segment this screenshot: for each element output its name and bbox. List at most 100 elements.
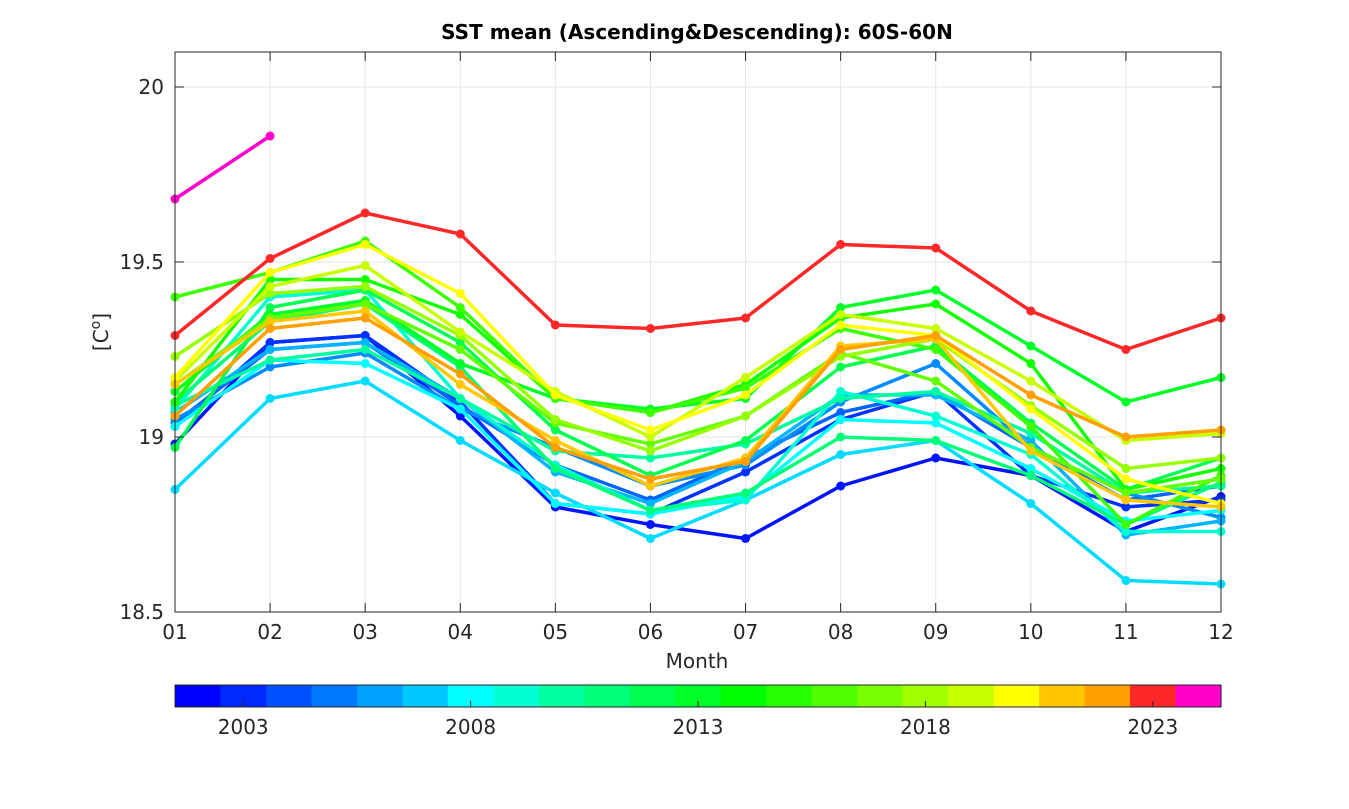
data-point bbox=[1026, 464, 1036, 473]
x-tick-label: 04 bbox=[448, 620, 473, 644]
colorbar-segment bbox=[1175, 685, 1222, 707]
colorbar-segment bbox=[720, 685, 767, 707]
colorbar-segment bbox=[538, 685, 585, 707]
data-point bbox=[265, 355, 275, 365]
x-tick-label: 03 bbox=[352, 620, 377, 644]
data-point bbox=[1026, 390, 1036, 400]
data-point bbox=[645, 453, 655, 463]
data-point bbox=[741, 411, 751, 421]
colorbar-segment bbox=[493, 685, 540, 707]
series-line bbox=[170, 131, 275, 204]
data-point bbox=[931, 331, 941, 340]
data-point bbox=[1121, 345, 1131, 354]
data-point bbox=[550, 425, 560, 435]
data-point bbox=[645, 439, 655, 449]
data-point bbox=[836, 320, 846, 330]
series-line bbox=[170, 240, 1226, 508]
data-point bbox=[1026, 499, 1036, 508]
data-point bbox=[265, 268, 275, 277]
data-point bbox=[455, 436, 465, 445]
data-point bbox=[741, 534, 751, 543]
data-point bbox=[1121, 488, 1131, 498]
series-polyline bbox=[173, 134, 272, 201]
data-point bbox=[360, 359, 370, 368]
data-point bbox=[550, 415, 560, 424]
data-point bbox=[265, 362, 275, 372]
colorbar-segment bbox=[902, 685, 949, 707]
data-point bbox=[360, 331, 370, 340]
data-point bbox=[1026, 471, 1036, 480]
data-point bbox=[265, 282, 275, 291]
colorbar-segment bbox=[766, 685, 813, 707]
data-point bbox=[836, 310, 846, 319]
data-point bbox=[931, 436, 941, 445]
colorbar-tick-label: 2013 bbox=[673, 715, 724, 739]
y-axis-ticks: 18.5 19 19.5 20 bbox=[119, 75, 1221, 624]
data-point bbox=[931, 411, 941, 421]
data-point bbox=[931, 387, 941, 396]
data-point bbox=[836, 408, 846, 417]
data-point bbox=[1026, 404, 1036, 414]
data-point bbox=[455, 345, 465, 354]
data-point bbox=[645, 425, 655, 435]
series-polyline bbox=[173, 239, 1223, 527]
y-tick-label: 19.5 bbox=[119, 250, 164, 274]
data-point bbox=[265, 317, 275, 326]
data-point bbox=[455, 303, 465, 312]
data-point bbox=[1121, 495, 1131, 505]
series-polyline bbox=[173, 242, 1223, 506]
data-point bbox=[836, 432, 846, 442]
data-point bbox=[836, 387, 846, 396]
colorbar-segment bbox=[584, 685, 631, 707]
data-point bbox=[455, 411, 465, 421]
data-point bbox=[1121, 520, 1131, 529]
data-point bbox=[741, 467, 751, 477]
series-polyline bbox=[173, 333, 1223, 516]
y-tick-label: 19 bbox=[139, 425, 164, 449]
data-point bbox=[645, 324, 655, 333]
colorbar-segment bbox=[356, 685, 403, 707]
data-point bbox=[455, 229, 465, 239]
colorbar-segment bbox=[1084, 685, 1131, 707]
x-tick-label: 12 bbox=[1208, 620, 1233, 644]
data-point bbox=[645, 446, 655, 456]
y-axis-label: [Co] bbox=[88, 313, 113, 351]
data-point bbox=[550, 464, 560, 473]
data-point bbox=[455, 404, 465, 414]
data-point bbox=[931, 299, 941, 309]
data-point bbox=[1121, 432, 1131, 442]
x-axis-ticks: 01 02 03 04 05 06 07 08 09 10 11 12 bbox=[162, 52, 1234, 644]
data-point bbox=[360, 338, 370, 347]
series-polyline bbox=[173, 211, 1223, 352]
colorbar-segment bbox=[447, 685, 494, 707]
x-tick-label: 11 bbox=[1113, 620, 1138, 644]
data-point bbox=[741, 457, 751, 466]
data-point bbox=[265, 338, 275, 347]
colorbar-segment bbox=[1039, 685, 1086, 707]
data-point bbox=[836, 345, 846, 354]
colorbar-segment bbox=[311, 685, 358, 707]
data-point bbox=[836, 481, 846, 491]
colorbar-segment bbox=[265, 685, 313, 707]
colorbar-segment bbox=[948, 685, 995, 707]
series-polyline bbox=[173, 302, 1223, 495]
series-polyline bbox=[173, 263, 1223, 443]
data-point bbox=[1026, 359, 1036, 368]
data-point bbox=[360, 282, 370, 291]
data-point bbox=[455, 369, 465, 379]
colorbar-segment bbox=[1130, 685, 1177, 707]
data-point bbox=[455, 327, 465, 337]
data-point bbox=[360, 306, 370, 316]
data-point bbox=[836, 240, 846, 249]
data-point bbox=[741, 495, 751, 505]
data-point bbox=[360, 275, 370, 284]
plot-frame bbox=[174, 51, 1222, 613]
data-point bbox=[455, 310, 465, 319]
data-point bbox=[741, 436, 751, 445]
x-tick-label: 06 bbox=[638, 620, 663, 644]
data-point bbox=[455, 338, 465, 347]
colorbar-tick-label: 2008 bbox=[445, 715, 496, 739]
data-point bbox=[265, 303, 275, 312]
data-point bbox=[645, 520, 655, 529]
data-point bbox=[455, 289, 465, 298]
